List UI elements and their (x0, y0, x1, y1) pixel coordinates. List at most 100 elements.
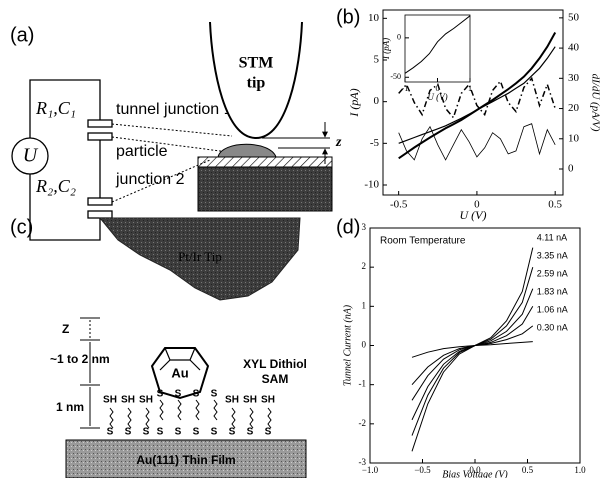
y-tick-label: -2 (359, 418, 367, 428)
thiol-label: S (175, 389, 182, 400)
y-tick-label: 3 (362, 222, 367, 232)
series-label: 0.30 nA (537, 322, 568, 332)
series-label: 1.83 nA (537, 286, 568, 296)
tip-label: STM (239, 55, 274, 72)
thiol-chain (159, 399, 164, 421)
thiol-label: SH (225, 395, 239, 406)
label: Z (62, 322, 69, 336)
gap-marker (262, 122, 330, 164)
y-tick-label: 0 (374, 95, 380, 107)
x-tick-label: 0 (436, 84, 440, 93)
tip-label: tip (247, 75, 266, 92)
cluster-label: Au (171, 365, 188, 380)
x-tick-label: -1 (402, 84, 409, 93)
thiol-chain (249, 407, 254, 429)
tip-image (98, 217, 301, 301)
label: XYL Dithiol (243, 357, 307, 371)
y-axis-label: Tunnel Current (nA) (342, 304, 353, 386)
y-tick-label: -10 (364, 179, 379, 191)
y2-tick-label: 20 (568, 102, 580, 114)
y2-tick-label: 10 (568, 132, 580, 144)
x-tick-label: 1 (468, 84, 472, 93)
x-tick-label: 0.0 (469, 465, 481, 475)
label: tunnel junction 1 (116, 101, 233, 118)
panel-label: (a) (10, 24, 34, 46)
label: particle (116, 143, 168, 160)
y-tick-label: -1 (359, 379, 367, 389)
thiol-label: SH (261, 395, 275, 406)
thiol-label: S (157, 427, 164, 438)
y-axis-label: I (pA) (347, 88, 361, 117)
y-tick-label: -3 (359, 457, 367, 467)
y-tick-label: -5 (370, 137, 380, 149)
thiol-label: S (125, 427, 132, 438)
thiol-chain (109, 407, 114, 429)
y-tick-label: 2 (362, 261, 367, 271)
y-tick-label: 5 (374, 54, 380, 66)
series-line (398, 123, 556, 161)
series-line (398, 46, 556, 144)
substrate (65, 439, 307, 478)
thiol-label: S (229, 427, 236, 438)
thiol-label: S (175, 427, 182, 438)
thiol-chain (231, 407, 236, 429)
series-label: 2.59 nA (537, 268, 568, 278)
series-label: 3.35 nA (537, 250, 568, 260)
panel-label: (b) (336, 6, 360, 28)
x-tick-label: 1.0 (574, 465, 586, 475)
circuit (11, 79, 233, 241)
x-axis-label: U (V) (427, 92, 447, 102)
y2-tick-label: 30 (568, 72, 580, 84)
x-axis-label: U (V) (460, 208, 487, 222)
thiol-label: S (193, 389, 200, 400)
thiol-label: SH (103, 395, 117, 406)
thiol-label: S (107, 427, 114, 438)
label: junction 2 (115, 171, 185, 188)
thiol-label: SH (121, 395, 135, 406)
label: 1 nm (56, 400, 84, 414)
gap-label: z (335, 135, 342, 150)
scale-markers (80, 317, 100, 429)
source-label: U (23, 145, 39, 167)
tip-label: Pt/Ir Tip (178, 249, 222, 264)
thiol-chain (267, 407, 272, 429)
x-tick-label: -0.5 (390, 198, 408, 210)
panel-label: (d) (336, 216, 360, 238)
y2-tick-label: 50 (568, 11, 580, 23)
au-cluster (150, 347, 210, 400)
y-axis-label: I (pA) (381, 38, 391, 60)
thiol-chain (145, 407, 150, 429)
thiol-label: S (211, 427, 218, 438)
particle (217, 143, 277, 158)
y2-tick-label: 0 (568, 163, 574, 175)
label: SAM (262, 372, 289, 386)
thiol-label: S (247, 427, 254, 438)
series-line (404, 15, 471, 74)
annotation: Room Temperature (380, 236, 466, 247)
y-tick-label: 0 (362, 340, 367, 350)
plot-frame (404, 14, 471, 83)
series-line (398, 76, 556, 120)
panel-label: (c) (10, 216, 33, 238)
thiol-chain (127, 407, 132, 429)
y2-tick-label: 40 (568, 42, 580, 54)
substrate-label: Au(111) Thin Film (136, 453, 235, 467)
y-tick-label: -50 (390, 72, 401, 81)
barrier (197, 156, 333, 168)
thiol-chain (213, 399, 218, 421)
stm-tip (209, 21, 303, 140)
rc-label: R₂,C₂ (35, 176, 76, 196)
thiol-label: SH (139, 395, 153, 406)
thiol-label: SH (243, 395, 257, 406)
x-axis-label: Bias Voltage (V) (442, 469, 508, 478)
thiol-label: S (143, 427, 150, 438)
thiol-label: S (193, 427, 200, 438)
thiol-label: S (265, 427, 272, 438)
substrate (197, 166, 333, 212)
series-line (411, 341, 533, 358)
series-label: 4.11 nA (537, 232, 567, 242)
x-tick-label: −0.5 (414, 465, 431, 475)
thiol-label: S (157, 389, 164, 400)
